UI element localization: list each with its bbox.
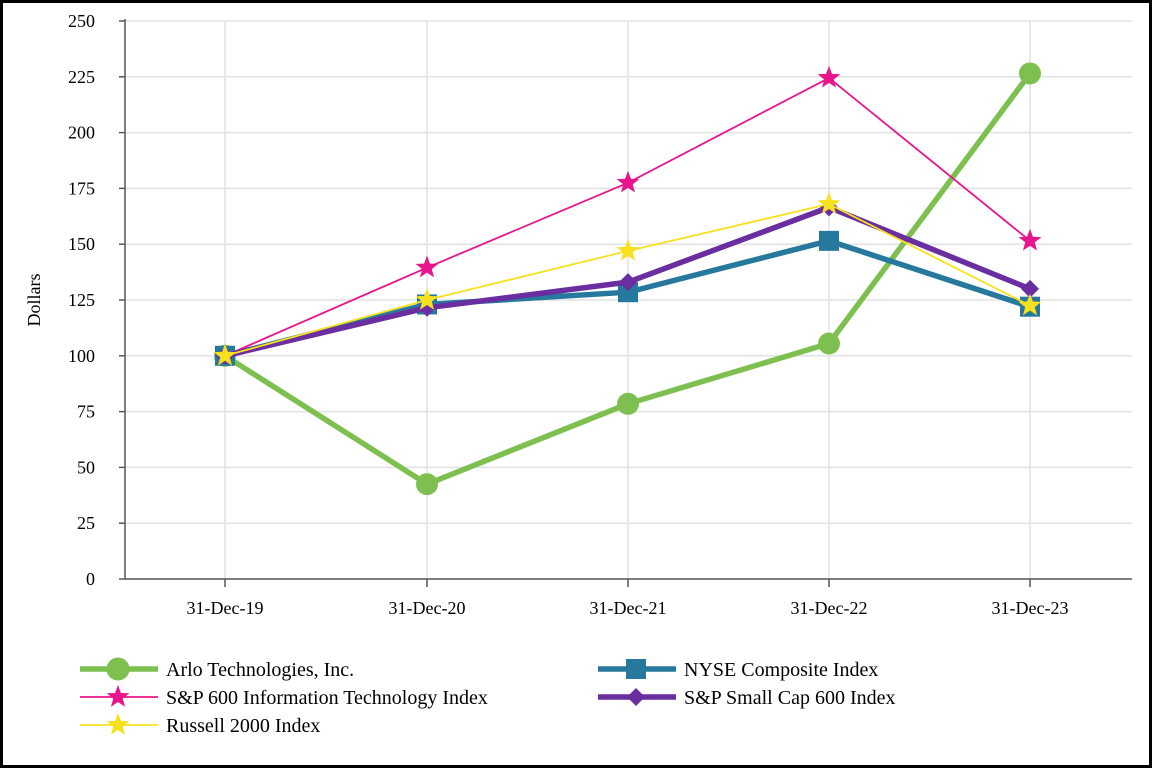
legend-marker-square bbox=[626, 659, 646, 679]
legend-item: Russell 2000 Index bbox=[80, 713, 320, 737]
y-tick-label: 175 bbox=[68, 178, 95, 198]
legend-label: S&P 600 Information Technology Index bbox=[166, 687, 488, 709]
legend-marker-star bbox=[106, 685, 130, 707]
legend-item: NYSE Composite Index bbox=[598, 659, 878, 681]
data-point-star bbox=[817, 65, 841, 88]
data-point-star bbox=[1018, 228, 1042, 251]
data-point-diamond bbox=[619, 273, 637, 292]
y-tick-label: 125 bbox=[68, 290, 95, 310]
x-tick-label: 31-Dec-20 bbox=[389, 598, 466, 618]
data-point-star bbox=[415, 255, 439, 278]
data-point-star bbox=[616, 238, 640, 261]
legend-item: S&P 600 Information Technology Index bbox=[80, 685, 488, 709]
y-tick-label: 250 bbox=[68, 11, 95, 31]
legend-label: S&P Small Cap 600 Index bbox=[684, 687, 895, 709]
legend-label: Arlo Technologies, Inc. bbox=[166, 659, 354, 681]
legend-label: NYSE Composite Index bbox=[684, 659, 878, 681]
data-point-circle bbox=[416, 473, 438, 496]
legend-label: Russell 2000 Index bbox=[166, 715, 320, 737]
y-tick-label: 150 bbox=[68, 234, 95, 254]
x-tick-label: 31-Dec-22 bbox=[791, 598, 868, 618]
y-tick-label: 25 bbox=[77, 513, 95, 533]
x-tick-label: 31-Dec-21 bbox=[590, 598, 667, 618]
series-layer bbox=[213, 62, 1042, 496]
series-4 bbox=[213, 192, 1042, 366]
data-point-star bbox=[817, 192, 841, 214]
data-point-star bbox=[1018, 293, 1042, 316]
axes: 0 25 50 75 100 125 150 175 200 225 250 31-Dec-19 31-… bbox=[68, 11, 1132, 618]
legend-marker-diamond bbox=[627, 688, 645, 706]
y-axis-title: Dollars bbox=[24, 274, 44, 327]
data-point-square bbox=[618, 282, 638, 303]
y-tick-label: 0 bbox=[86, 569, 95, 589]
data-point-square bbox=[819, 230, 839, 251]
data-point-circle bbox=[617, 392, 639, 415]
data-point-star bbox=[213, 343, 237, 366]
x-tick-label: 31-Dec-23 bbox=[992, 598, 1069, 618]
data-point-diamond bbox=[1021, 279, 1039, 298]
y-tick-label: 75 bbox=[77, 402, 95, 422]
legend-item: S&P Small Cap 600 Index bbox=[598, 687, 895, 709]
data-point-star bbox=[616, 170, 640, 193]
x-tick-label: 31-Dec-19 bbox=[187, 598, 264, 618]
y-tick-label: 225 bbox=[68, 67, 95, 87]
legend-item: Arlo Technologies, Inc. bbox=[80, 657, 354, 681]
data-point-circle bbox=[1019, 62, 1041, 85]
y-tick-label: 100 bbox=[68, 346, 95, 366]
y-tick-label: 200 bbox=[68, 123, 95, 143]
legend-marker-star bbox=[106, 713, 130, 735]
legend: Arlo Technologies, Inc. NYSE Composite In… bbox=[80, 657, 895, 737]
y-tick-label: 50 bbox=[77, 457, 95, 477]
legend-marker-circle bbox=[106, 657, 130, 681]
data-point-star bbox=[415, 288, 439, 310]
data-point-circle bbox=[818, 332, 840, 355]
